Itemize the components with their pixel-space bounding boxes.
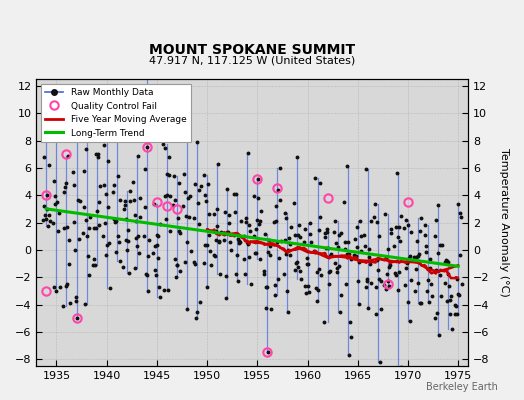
Text: 47.917 N, 117.125 W (United States): 47.917 N, 117.125 W (United States)	[149, 55, 355, 65]
Title: MOUNT SPOKANE SUMMIT: MOUNT SPOKANE SUMMIT	[149, 43, 355, 57]
Legend: Raw Monthly Data, Quality Control Fail, Five Year Moving Average, Long-Term Tren: Raw Monthly Data, Quality Control Fail, …	[41, 84, 191, 142]
Text: Berkeley Earth: Berkeley Earth	[426, 382, 498, 392]
Y-axis label: Temperature Anomaly (°C): Temperature Anomaly (°C)	[499, 148, 509, 297]
